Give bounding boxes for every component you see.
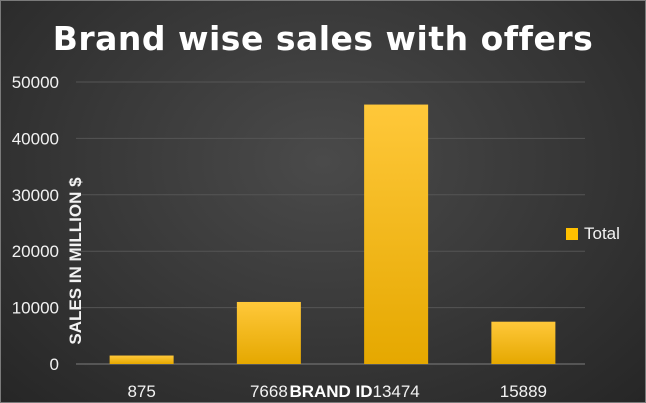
legend: Total [566,224,620,244]
x-tick-label: 13474 [372,382,419,401]
x-tick-label: 7668 [250,382,288,401]
x-axis-label: BRAND ID [289,382,372,401]
bar-875 [109,355,174,364]
bar-15889 [491,321,556,364]
bar-13474 [364,104,429,364]
y-tick-label: 20000 [12,242,59,261]
y-axis-label: SALES IN MILLION $ [66,177,85,345]
y-tick-label: 10000 [12,299,59,318]
x-tick-label: 15889 [500,382,547,401]
y-tick-label: 40000 [12,129,59,148]
x-tick-label: 875 [127,382,155,401]
legend-label: Total [584,224,620,243]
bar-7668 [236,301,301,364]
y-tick-label: 30000 [12,186,59,205]
y-tick-label: 0 [50,355,59,374]
y-tick-label: 50000 [12,73,59,92]
legend-swatch [566,228,578,240]
chart-title: Brand wise sales with offers [52,19,594,58]
